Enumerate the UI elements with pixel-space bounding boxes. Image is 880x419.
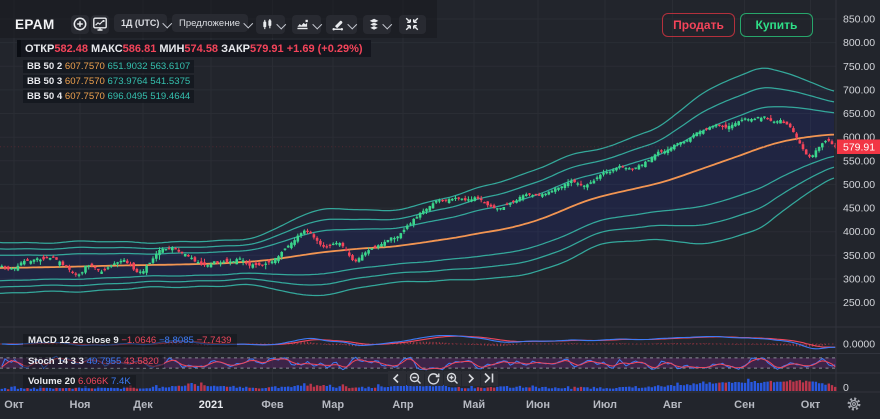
svg-text:579.91: 579.91 [843,142,875,154]
svg-text:Мар: Мар [322,399,344,411]
svg-text:750.00: 750.00 [843,61,875,73]
svg-text:850.00: 850.00 [843,14,875,26]
svg-text:Авг: Авг [663,399,683,411]
svg-text:Июл: Июл [593,399,617,411]
svg-text:Дек: Дек [133,399,153,411]
svg-text:400.00: 400.00 [843,226,875,238]
svg-text:0.0000: 0.0000 [843,339,875,351]
svg-text:650.00: 650.00 [843,108,875,120]
svg-text:Ноя: Ноя [70,399,91,411]
svg-text:Окт: Окт [4,399,24,411]
svg-text:Окт: Окт [801,399,821,411]
svg-text:300.00: 300.00 [843,274,875,286]
svg-text:450.00: 450.00 [843,203,875,215]
svg-text:550.00: 550.00 [843,155,875,167]
svg-text:0: 0 [843,382,849,394]
svg-text:Май: Май [463,399,485,411]
svg-text:800.00: 800.00 [843,37,875,49]
svg-text:250.00: 250.00 [843,297,875,309]
svg-text:Фев: Фев [261,399,284,411]
svg-text:Июн: Июн [526,399,550,411]
svg-text:700.00: 700.00 [843,84,875,96]
svg-text:500.00: 500.00 [843,179,875,191]
svg-text:2021: 2021 [199,399,223,411]
svg-text:Апр: Апр [392,399,414,411]
svg-text:Сен: Сен [734,399,755,411]
svg-text:350.00: 350.00 [843,250,875,262]
